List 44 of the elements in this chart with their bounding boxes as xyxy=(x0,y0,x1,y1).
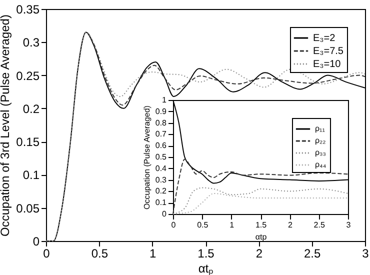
y-tick-label: 0 xyxy=(32,234,40,248)
x-tick-label: 0 xyxy=(171,220,176,230)
line-series xyxy=(172,192,348,214)
legend-label: E₃=7.5 xyxy=(313,46,344,57)
x-tick-label: 1.5 xyxy=(255,220,268,230)
y-tick-label: 0.3 xyxy=(22,36,40,50)
y-tick-label: 0.1 xyxy=(22,168,40,182)
x-tick-label: 2 xyxy=(288,220,293,230)
y-tick-label: 0.6 xyxy=(155,141,168,150)
line-series xyxy=(172,158,348,214)
x-tick-label: 1.5 xyxy=(198,246,215,260)
x-tick-label: 0.5 xyxy=(91,246,108,260)
y-tick-label: 1 xyxy=(162,96,168,104)
x-tick-label: 0.5 xyxy=(197,220,209,230)
legend-label: ρ₂₂ xyxy=(315,136,326,145)
y-tick-label: 0.2 xyxy=(155,186,168,196)
legend-label: ρ₄₄ xyxy=(315,160,326,169)
y-tick-label: 0.2 xyxy=(22,102,40,116)
legend-label: E₃=10 xyxy=(313,59,342,70)
x-tick-label: 3 xyxy=(362,246,370,260)
y-tick-label: 0.5 xyxy=(155,152,168,162)
x-axis-title: αtp xyxy=(255,232,268,242)
y-tick-label: 0 xyxy=(162,210,168,218)
legend-label: ρ₁₁ xyxy=(315,124,326,133)
y-tick-label: 0.25 xyxy=(16,68,40,83)
y-tick-label: 0.7 xyxy=(155,130,168,139)
y-tick-label: 0.3 xyxy=(155,175,168,184)
y-tick-label: 0.4 xyxy=(155,164,168,173)
legend-label: ρ₃₃ xyxy=(315,148,326,157)
x-tick-label: 0 xyxy=(43,246,50,260)
y-tick-label: 0.35 xyxy=(16,2,40,16)
y-axis-title: Occupation (Pulse Averaged) xyxy=(142,105,152,210)
x-tick-label: 1 xyxy=(230,220,235,230)
x-tick-label: 3 xyxy=(346,220,352,230)
y-tick-label: 0.9 xyxy=(155,106,168,116)
y-tick-label: 0.8 xyxy=(155,118,168,128)
y-axis-title: Occupation of 3rd Level (Pulse Averaged) xyxy=(0,14,12,236)
y-tick-label: 0.15 xyxy=(16,135,40,150)
x-tick-label: 2.5 xyxy=(314,220,326,230)
y-tick-label: 0.05 xyxy=(16,201,40,216)
x-tick-label: 2.5 xyxy=(304,246,321,260)
y-tick-label: 0.1 xyxy=(155,198,168,208)
x-tick-label: 2 xyxy=(256,246,263,260)
legend-label: E₃=2 xyxy=(313,33,336,44)
